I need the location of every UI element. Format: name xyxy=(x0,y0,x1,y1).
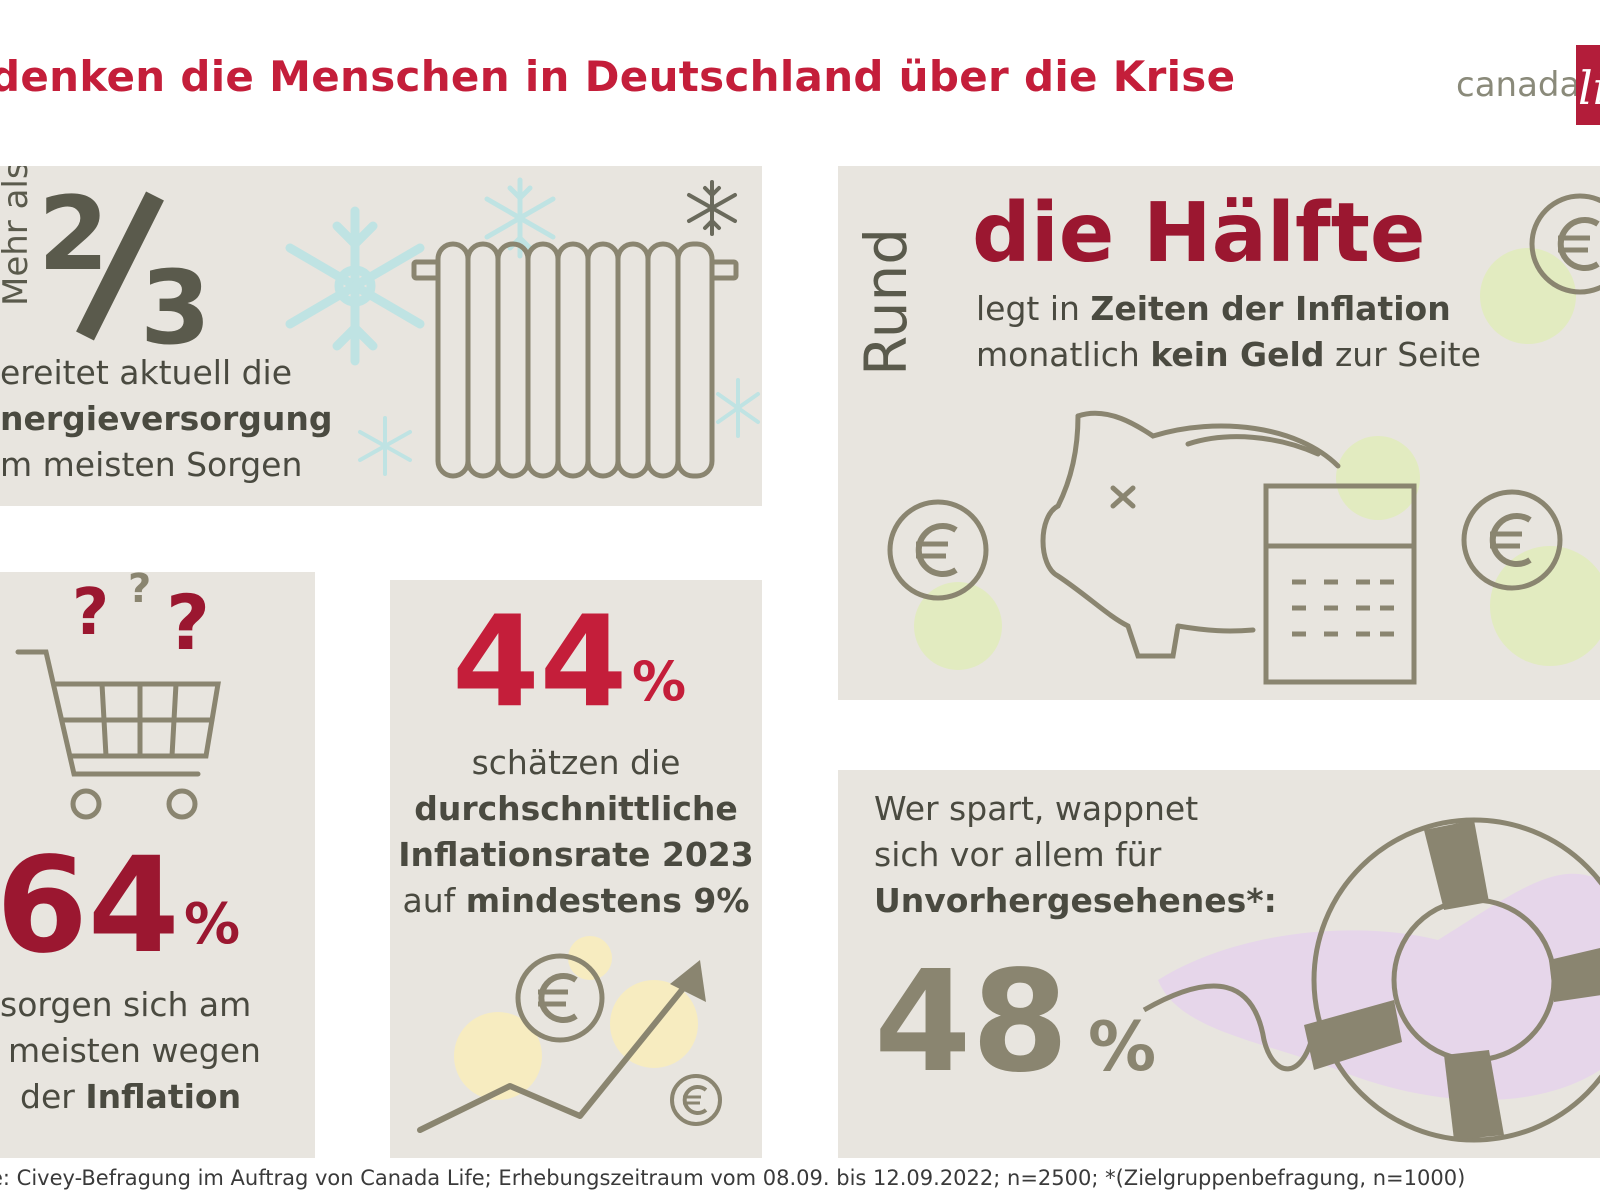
euro-coin-icon xyxy=(1529,193,1600,295)
energy-panel: Mehr als 2 3 ereitet aktuell die nergiev… xyxy=(0,166,762,506)
logo-mark-text: li xyxy=(1578,61,1600,115)
decorative-blob xyxy=(1158,873,1600,1100)
shopping-cart-icon xyxy=(15,649,221,820)
question-mark-icon: ? xyxy=(166,578,211,667)
inflation-worry-panel: ? ? ? 64 % sorgen sich am meisten wegen … xyxy=(0,572,315,1158)
fraction-slash-icon xyxy=(76,191,164,341)
euro-coin-icon xyxy=(1461,489,1563,591)
source-footnote: e: Civey-Befragung im Auftrag von Canada… xyxy=(0,1166,1466,1190)
decorative-circles xyxy=(914,248,1600,670)
emergency-unit: % xyxy=(1088,1008,1157,1087)
inflation-rate-unit: % xyxy=(632,650,687,713)
fraction-numerator: 2 xyxy=(38,175,109,294)
snowflake-icon xyxy=(716,378,760,438)
piggy-bank-icon xyxy=(1040,410,1341,659)
snowflake-icon xyxy=(687,180,737,236)
fraction-denominator: 3 xyxy=(140,249,211,368)
euro-coin-icon xyxy=(515,953,605,1043)
question-mark-icon: ? xyxy=(72,576,110,650)
emergency-line-2: sich vor allem für xyxy=(874,835,1162,874)
inflation-rate-panel: 44 % schätzen die durchschnittliche Infl… xyxy=(390,580,762,1158)
emergency-line-3: Unvorhergesehenes*: xyxy=(874,881,1277,920)
inflation-worry-unit: % xyxy=(184,892,241,957)
inflation-rate-value: 44 xyxy=(452,588,628,735)
emergency-value: 48 xyxy=(874,941,1069,1104)
euro-coin-icon xyxy=(887,499,989,601)
canada-life-logo: canada li xyxy=(1456,45,1600,125)
inflation-rate-line-1: schätzen die xyxy=(471,743,681,782)
emergency-line-1: Wer spart, wappnet xyxy=(874,789,1199,828)
inflation-worry-line-2: meisten wegen xyxy=(8,1031,261,1070)
logo-mark xyxy=(1576,45,1600,125)
savings-line-2: monatlich kein Geld zur Seite xyxy=(976,335,1481,374)
energy-rotated-label: Mehr als xyxy=(0,166,36,306)
logo-text: canada xyxy=(1456,65,1581,105)
lifebuoy-icon xyxy=(1142,817,1600,1143)
savings-panel: Rund die Hälfte legt in Zeiten der Infla… xyxy=(838,166,1600,700)
euro-coin-icon xyxy=(670,1074,722,1126)
trend-up-arrow-icon xyxy=(417,936,706,1133)
radiator-icon xyxy=(411,241,739,479)
savings-headline: die Hälfte xyxy=(972,186,1426,281)
energy-line-3: m meisten Sorgen xyxy=(0,445,303,484)
inflation-worry-line-3: der Inflation xyxy=(20,1077,242,1116)
snowflake-icon xyxy=(358,416,412,476)
inflation-worry-line-1: sorgen sich am xyxy=(0,985,252,1024)
energy-line-2: nergieversorgung xyxy=(0,399,333,438)
calculator-icon xyxy=(1263,483,1417,685)
inflation-rate-line-4: auf mindestens 9% xyxy=(402,881,750,920)
question-mark-icon: ? xyxy=(128,572,152,612)
energy-line-1: ereitet aktuell die xyxy=(0,353,293,392)
savings-line-1: legt in Zeiten der Inflation xyxy=(976,289,1451,328)
inflation-worry-value: 64 xyxy=(0,829,180,983)
inflation-rate-line-2: durchschnittliche xyxy=(414,789,738,828)
emergency-savings-panel: Wer spart, wappnet sich vor allem für Un… xyxy=(838,770,1600,1158)
inflation-rate-line-3: Inflationsrate 2023 xyxy=(398,835,754,874)
page-title: denken die Menschen in Deutschland über … xyxy=(0,52,1236,101)
snowflake-icon xyxy=(285,206,425,366)
